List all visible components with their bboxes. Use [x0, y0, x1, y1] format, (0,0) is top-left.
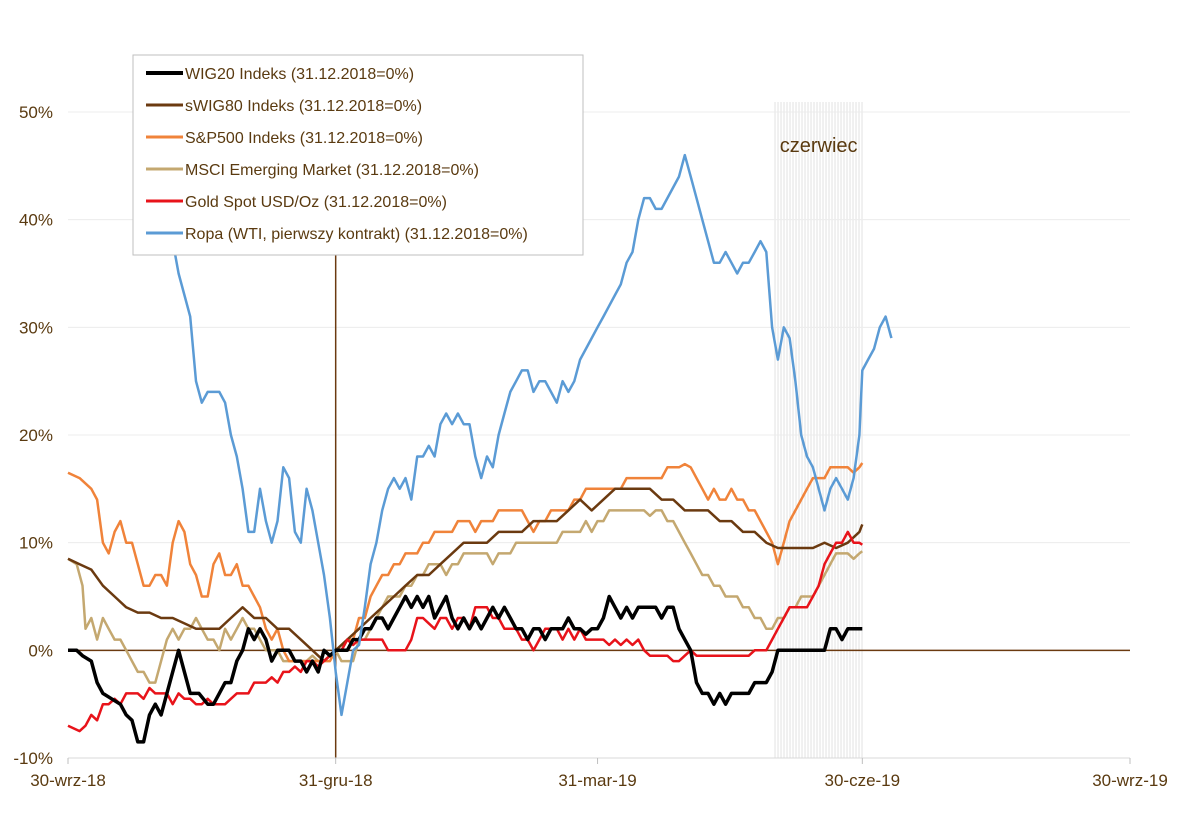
y-tick-label: 10%	[19, 534, 53, 553]
series-lines	[67, 153, 893, 744]
june-highlight-band	[774, 102, 863, 758]
y-tick-label: 40%	[19, 211, 53, 230]
legend-entry: sWIG80 Indeks (31.12.2018=0%)	[146, 98, 422, 115]
y-tick-label: 50%	[19, 103, 53, 122]
series-line	[67, 509, 864, 684]
legend-entry: Ropa (WTI, pierwszy kontrakt) (31.12.201…	[146, 226, 528, 243]
y-tick-label: 30%	[19, 318, 53, 337]
x-tick-label: 31-mar-19	[558, 771, 636, 790]
legend-label: MSCI Emerging Market (31.12.2018=0%)	[185, 162, 479, 179]
series-line	[67, 530, 864, 733]
series-line	[67, 462, 864, 663]
highlight-label: czerwiec	[780, 135, 858, 157]
legend-entry: Gold Spot USD/Oz (31.12.2018=0%)	[146, 194, 447, 211]
legend: WIG20 Indeks (31.12.2018=0%) sWIG80 Indek…	[132, 54, 584, 256]
x-tick-label: 31-gru-18	[299, 771, 373, 790]
x-tick-label: 30-cze-19	[825, 771, 901, 790]
x-tick-label: 30-wrz-19	[1092, 771, 1168, 790]
series-line	[68, 594, 863, 744]
legend-entry: WIG20 Indeks (31.12.2018=0%)	[146, 66, 414, 83]
x-tick-label: 30-wrz-18	[30, 771, 106, 790]
legend-label: sWIG80 Indeks (31.12.2018=0%)	[185, 98, 422, 115]
series-line	[171, 153, 893, 717]
legend-label: Gold Spot USD/Oz (31.12.2018=0%)	[185, 194, 447, 211]
y-tick-label: 20%	[19, 426, 53, 445]
legend-label: Ropa (WTI, pierwszy kontrakt) (31.12.201…	[185, 226, 528, 243]
legend-entry: MSCI Emerging Market (31.12.2018=0%)	[146, 162, 479, 179]
legend-entry: S&P500 Indeks (31.12.2018=0%)	[146, 130, 423, 147]
legend-box	[132, 54, 584, 256]
legend-label: WIG20 Indeks (31.12.2018=0%)	[185, 66, 414, 83]
series-line	[67, 487, 864, 663]
y-tick-label: 0%	[28, 641, 53, 660]
legend-label: S&P500 Indeks (31.12.2018=0%)	[185, 130, 423, 147]
y-tick-label: -10%	[13, 749, 53, 768]
legend-items: WIG20 Indeks (31.12.2018=0%) sWIG80 Indek…	[146, 66, 528, 243]
tick-labels: -10% 0% 10% 20% 30% 40% 50% 30-wrz-18 31-gru-18 3…	[13, 103, 1167, 790]
